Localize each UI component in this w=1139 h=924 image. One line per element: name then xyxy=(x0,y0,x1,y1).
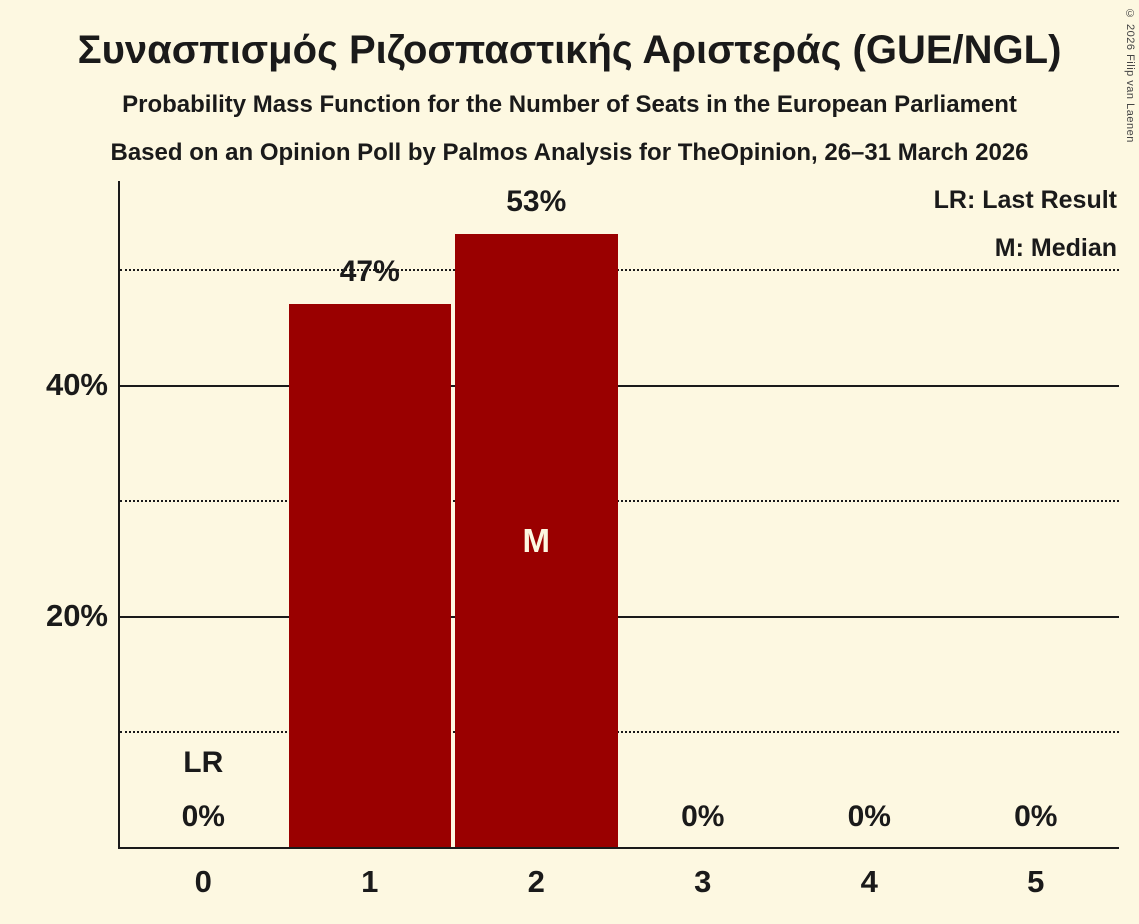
x-tick-label-2: 2 xyxy=(527,864,545,899)
gridline-dotted-10 xyxy=(120,731,1119,734)
x-tick-label-5: 5 xyxy=(1027,864,1045,899)
bar-seats-1 xyxy=(288,303,451,847)
bar-label-3: 0% xyxy=(681,800,725,833)
copyright-notice: © 2026 Filip van Laenen xyxy=(1124,8,1136,143)
bar-label-0: 0% xyxy=(181,800,225,833)
gridline-solid-40 xyxy=(120,384,1119,387)
x-tick-label-1: 1 xyxy=(361,864,379,899)
gridline-solid-20 xyxy=(120,615,1119,618)
gridline-dotted-30 xyxy=(120,500,1119,503)
y-tick-label-20: 20% xyxy=(45,597,108,633)
bar-label-5: 0% xyxy=(1014,800,1058,833)
bar-seats-2: M xyxy=(455,234,618,847)
last-result-marker: LR xyxy=(183,746,224,779)
bar-label-4: 0% xyxy=(847,800,891,833)
x-tick-label-3: 3 xyxy=(694,864,712,899)
x-tick-label-4: 4 xyxy=(860,864,878,899)
y-tick-label-40: 40% xyxy=(45,366,108,402)
median-marker: M xyxy=(522,521,551,559)
legend-last-result: LR: Last Result xyxy=(933,186,1117,214)
chart-subtitle: Probability Mass Function for the Number… xyxy=(122,91,1017,118)
gridline-dotted-50 xyxy=(120,268,1119,271)
page-title: Συνασπισμός Ριζοσπαστικής Αριστεράς (GUE… xyxy=(77,28,1062,72)
x-tick-label-0: 0 xyxy=(194,864,212,899)
poll-source-subtitle: Based on an Opinion Poll by Palmos Analy… xyxy=(110,139,1029,166)
bar-label-1: 47% xyxy=(339,254,400,288)
plot-area: LR: Last Result M: Median 20% 40% 0% LR 0 47%… xyxy=(46,181,1119,899)
bar-label-2: 53% xyxy=(506,185,567,219)
legend-median: M: Median xyxy=(994,234,1117,262)
